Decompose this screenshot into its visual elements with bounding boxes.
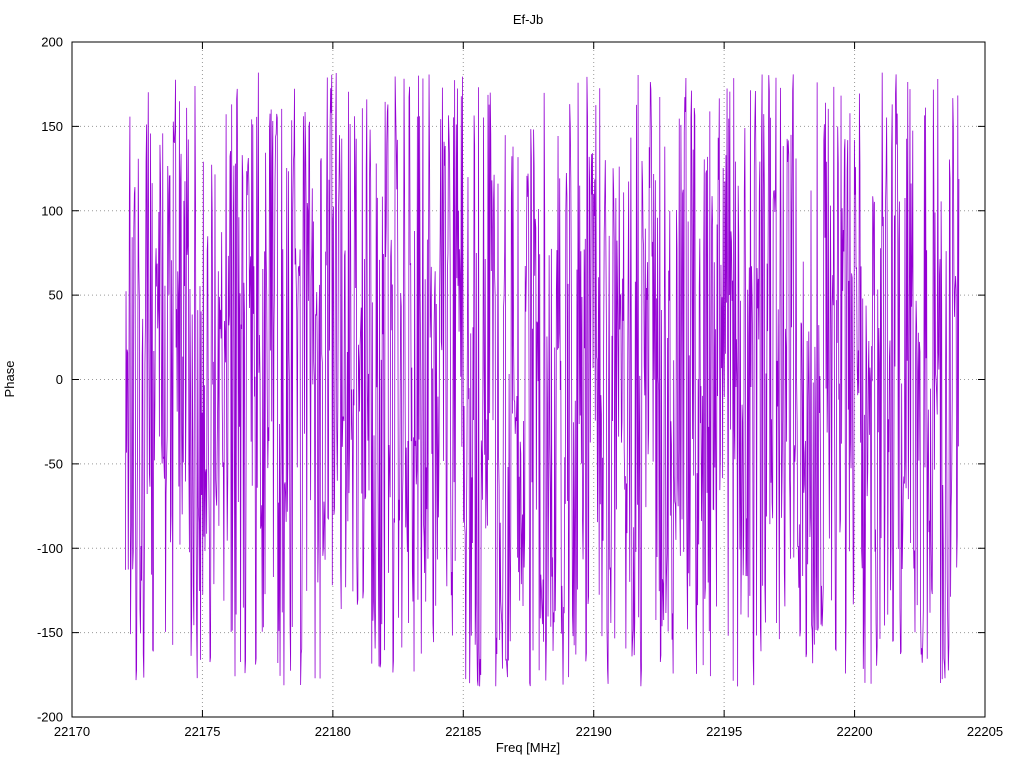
y-tick-label: 0 — [56, 372, 63, 387]
x-tick-labels: 22170 22175 22180 22185 22190 22195 22200 22205 — [54, 724, 1003, 739]
tick-marks — [71, 41, 986, 718]
y-tick-label: 200 — [41, 35, 63, 50]
data-series — [125, 72, 960, 687]
x-tick-label: 22180 — [315, 724, 351, 739]
phase-data-line — [125, 72, 960, 687]
x-tick-label: 22175 — [184, 724, 220, 739]
x-tick-label: 22185 — [445, 724, 481, 739]
x-tick-label: 22205 — [967, 724, 1003, 739]
x-tick-label: 22190 — [576, 724, 612, 739]
x-tick-label: 22170 — [54, 724, 90, 739]
y-tick-label: -100 — [37, 541, 63, 556]
y-tick-label: -50 — [44, 456, 63, 471]
x-tick-label: 22200 — [836, 724, 872, 739]
y-axis-label: Phase — [2, 361, 17, 398]
chart-title: Ef-Jb — [513, 12, 543, 27]
x-axis-label: Freq [MHz] — [496, 740, 560, 755]
y-tick-label: 50 — [49, 288, 63, 303]
y-tick-label: 100 — [41, 203, 63, 218]
y-tick-label: 150 — [41, 119, 63, 134]
y-tick-label: -150 — [37, 625, 63, 640]
x-tick-label: 22195 — [706, 724, 742, 739]
y-tick-labels: -200 -150 -100 -50 0 50 100 150 200 — [37, 35, 63, 725]
y-tick-label: -200 — [37, 710, 63, 725]
